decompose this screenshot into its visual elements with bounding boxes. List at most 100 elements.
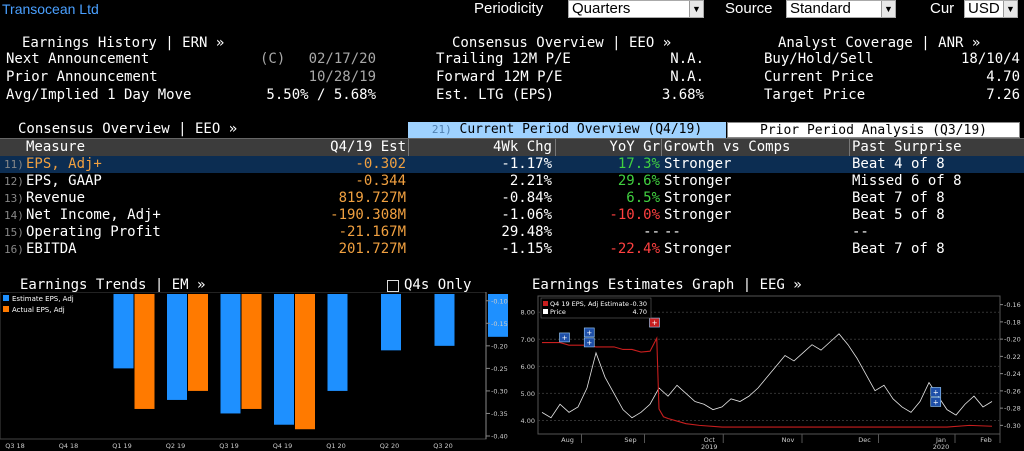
event-marker-glyph: + xyxy=(586,339,592,347)
x-tick-label: Nov xyxy=(782,436,795,444)
tab-current-label: Current Period Overview (Q4/19) xyxy=(459,122,703,137)
consensus-overview-title[interactable]: Consensus Overview | EEO » xyxy=(452,35,672,51)
row-estimate: -0.344 xyxy=(355,173,406,189)
periodicity-dropdown[interactable]: Quarters ▼ xyxy=(568,0,704,18)
trailing-pe-label: Trailing 12M P/E xyxy=(436,51,571,67)
tab-prior-period[interactable]: Prior Period Analysis (Q3/19) xyxy=(727,122,1020,138)
row-measure[interactable]: EBITDA xyxy=(26,241,77,257)
col-estimate[interactable]: Q4/19 Est xyxy=(330,139,406,155)
col-yoy-gr[interactable]: YoY Gr xyxy=(609,139,660,155)
bar-actual[interactable] xyxy=(241,294,262,409)
right-tick-label: -0.30 xyxy=(1004,422,1021,430)
bar-estimate[interactable] xyxy=(167,294,187,400)
table-row[interactable]: 16) EBITDA 201.727M -1.15% -22.4% Strong… xyxy=(0,241,1024,258)
estimates-graph-title[interactable]: Earnings Estimates Graph | EEG » xyxy=(532,277,802,293)
bar-estimate[interactable] xyxy=(327,294,348,391)
company-name: Transocean Ltd xyxy=(2,1,99,17)
y-tick-label: -0.20 xyxy=(491,342,508,350)
x-tick-label: Q1 19 xyxy=(112,442,132,450)
analyst-coverage-title[interactable]: Analyst Coverage | ANR » xyxy=(778,35,981,51)
row-growth: Stronger xyxy=(664,190,732,206)
col-surprise[interactable]: Past Surprise xyxy=(852,139,962,155)
bar-estimate[interactable] xyxy=(381,294,401,351)
x-tick-label: Q2 19 xyxy=(166,442,186,450)
col-4wk-chg[interactable]: 4Wk Chg xyxy=(492,139,552,155)
row-surprise: Missed 6 of 8 xyxy=(852,173,962,189)
row-yoy-gr: -10.0% xyxy=(609,207,660,223)
x-tick-label: Jan xyxy=(935,436,946,444)
tab-prior-label: Prior Period Analysis (Q3/19) xyxy=(760,123,987,138)
x-tick-label: Oct xyxy=(704,436,716,444)
event-marker-glyph: + xyxy=(586,329,592,337)
bar-estimate[interactable] xyxy=(220,294,241,414)
col-growth[interactable]: Growth vs Comps xyxy=(664,139,791,155)
row-4wk-chg: -0.84% xyxy=(501,190,552,206)
bar-estimate[interactable] xyxy=(434,294,455,346)
row-estimate: -0.302 xyxy=(355,156,406,172)
event-marker-glyph: + xyxy=(562,334,568,342)
row-surprise: Beat 4 of 8 xyxy=(852,156,945,172)
table-row[interactable]: 12) EPS, GAAP -0.344 2.21% 29.6% Stronge… xyxy=(0,173,1024,190)
row-measure[interactable]: Operating Profit xyxy=(26,224,161,240)
row-measure[interactable]: EPS, Adj+ xyxy=(26,156,102,172)
source-label: Source xyxy=(725,0,773,17)
bar-actual[interactable] xyxy=(134,294,155,409)
bar-estimate[interactable] xyxy=(113,294,134,369)
chevron-down-icon[interactable]: ▼ xyxy=(1003,1,1017,17)
right-tick-label: -0.16 xyxy=(1004,301,1021,309)
source-dropdown[interactable]: Standard ▼ xyxy=(786,0,896,18)
year-label: 2020 xyxy=(933,443,950,451)
table-row[interactable]: 14) Net Income, Adj+ -190.308M -1.06% -1… xyxy=(0,207,1024,224)
right-tick-label: -0.22 xyxy=(1004,353,1021,361)
event-marker[interactable] xyxy=(649,317,660,328)
table-row[interactable]: 13) Revenue 819.727M -0.84% 6.5% Stronge… xyxy=(0,190,1024,207)
tab-current-number: 21) xyxy=(431,123,452,136)
bar-actual[interactable] xyxy=(295,294,315,430)
left-tick-label: 4.00 xyxy=(521,417,535,425)
left-tick-label: 7.00 xyxy=(521,336,535,344)
row-measure[interactable]: Revenue xyxy=(26,190,86,206)
buy-hold-sell-label: Buy/Hold/Sell xyxy=(764,51,874,67)
legend-value-estimate: -0.30 xyxy=(630,300,647,308)
earnings-history-title[interactable]: Earnings History | ERN » xyxy=(22,35,225,51)
row-estimate: -190.308M xyxy=(330,207,406,223)
row-growth: -- xyxy=(664,224,681,240)
event-marker[interactable] xyxy=(559,332,570,343)
table-title[interactable]: Consensus Overview | EEO » xyxy=(18,121,238,137)
event-marker[interactable] xyxy=(583,327,595,338)
row-measure[interactable]: EPS, GAAP xyxy=(26,173,102,189)
event-marker[interactable] xyxy=(930,387,942,397)
bar-actual[interactable] xyxy=(188,294,208,391)
y-tick-label: -0.40 xyxy=(491,433,508,441)
event-marker[interactable] xyxy=(930,397,942,407)
left-tick-label: 8.00 xyxy=(521,309,535,317)
bar-estimate[interactable] xyxy=(488,294,508,337)
right-tick-label: -0.26 xyxy=(1004,387,1021,395)
q4s-only-checkbox[interactable] xyxy=(387,280,399,292)
legend-label-estimate: Estimate EPS, Adj xyxy=(12,295,74,303)
event-marker[interactable] xyxy=(583,337,595,348)
row-4wk-chg: -1.06% xyxy=(501,207,552,223)
col-measure[interactable]: Measure xyxy=(26,139,86,155)
column-divider xyxy=(661,139,662,156)
row-4wk-chg: 29.48% xyxy=(501,224,552,240)
chevron-down-icon[interactable]: ▼ xyxy=(881,1,895,17)
table-row[interactable]: 15) Operating Profit -21.167M 29.48% -- … xyxy=(0,224,1024,241)
row-growth: Stronger xyxy=(664,173,732,189)
next-announcement-flag: (C) xyxy=(260,51,286,67)
row-growth: Stronger xyxy=(664,156,732,172)
earnings-trends-title[interactable]: Earnings Trends | EM » xyxy=(20,277,206,293)
legend-label-estimate: Q4 19 EPS, Adj Estimate xyxy=(550,300,629,308)
bar-estimate[interactable] xyxy=(274,294,294,425)
row-measure[interactable]: Net Income, Adj+ xyxy=(26,207,161,223)
price-line xyxy=(541,333,993,419)
earnings-trends-chart: Estimate EPS, Adj Actual EPS, Adj -0.10 -… xyxy=(0,292,508,450)
currency-dropdown[interactable]: USD ▼ xyxy=(964,0,1018,18)
table-row[interactable]: 11) EPS, Adj+ -0.302 -1.17% 17.3% Strong… xyxy=(0,156,1024,173)
row-growth: Stronger xyxy=(664,241,732,257)
divider xyxy=(0,138,1024,139)
chevron-down-icon[interactable]: ▼ xyxy=(689,1,703,17)
legend-swatch-estimate xyxy=(3,295,9,301)
current-price-value: 4.70 xyxy=(986,69,1020,85)
tab-current-period[interactable]: 21) Current Period Overview (Q4/19) xyxy=(408,122,726,138)
